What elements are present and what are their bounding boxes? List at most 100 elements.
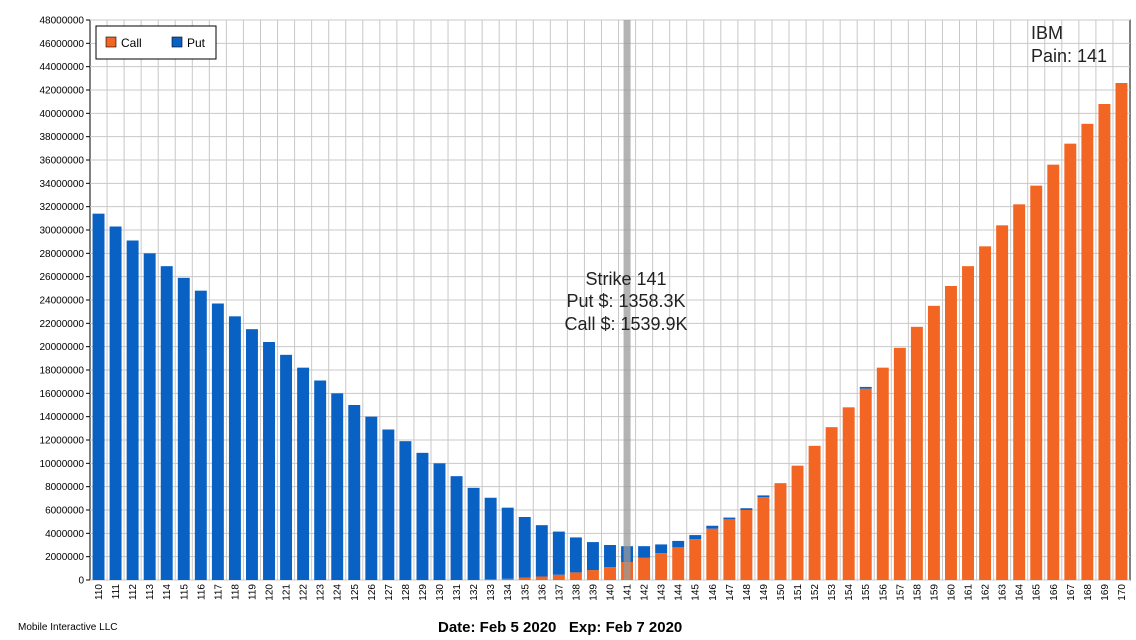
bar-call-145 xyxy=(689,539,702,580)
bar-put-115 xyxy=(177,277,190,580)
bar-put-112 xyxy=(126,240,139,580)
bar-call-146 xyxy=(706,528,719,580)
bar-call-147 xyxy=(723,519,736,580)
bar-put-149 xyxy=(757,495,770,498)
x-tick-label: 130 xyxy=(435,584,446,601)
y-tick-label: 36000000 xyxy=(40,156,85,167)
y-tick-label: 18000000 xyxy=(40,366,85,377)
bar-put-148 xyxy=(740,508,753,510)
bar-call-153 xyxy=(825,427,838,580)
bar-put-113 xyxy=(143,253,156,581)
bar-put-142 xyxy=(638,546,651,558)
x-tick-label: 164 xyxy=(1015,584,1026,601)
x-tick-label: 139 xyxy=(588,584,599,601)
bar-put-127 xyxy=(382,429,395,580)
bar-call-142 xyxy=(638,557,651,580)
x-tick-label: 120 xyxy=(265,584,276,601)
y-tick-label: 42000000 xyxy=(40,86,85,97)
x-tick-label: 141 xyxy=(623,584,634,601)
bar-put-130 xyxy=(433,463,446,580)
strike-annotation-line2: Put $: 1358.3K xyxy=(566,291,685,311)
bar-put-119 xyxy=(246,329,258,580)
ticker-label: IBM xyxy=(1031,23,1063,43)
bar-put-128 xyxy=(399,441,412,580)
x-tick-label: 167 xyxy=(1066,584,1077,601)
x-tick-label: 129 xyxy=(418,584,429,601)
bar-call-154 xyxy=(842,407,855,580)
bar-call-167 xyxy=(1064,143,1077,580)
x-tick-label: 115 xyxy=(179,584,190,600)
bar-call-164 xyxy=(1013,204,1026,581)
y-tick-label: 12000000 xyxy=(40,436,85,447)
x-tick-label: 148 xyxy=(742,584,753,601)
bar-put-123 xyxy=(314,380,327,580)
bar-call-168 xyxy=(1081,123,1094,580)
bar-put-138 xyxy=(569,537,582,573)
bar-put-126 xyxy=(365,416,378,580)
legend-label-call: Call xyxy=(121,36,142,50)
bar-call-137 xyxy=(552,574,565,580)
bar-call-156 xyxy=(876,367,889,580)
y-tick-label: 0 xyxy=(78,576,84,587)
bar-put-146 xyxy=(706,525,719,529)
x-tick-label: 116 xyxy=(196,584,207,600)
x-tick-label: 166 xyxy=(1049,584,1060,601)
x-tick-label: 152 xyxy=(810,584,821,601)
bar-put-114 xyxy=(160,266,173,580)
y-tick-label: 28000000 xyxy=(40,249,85,260)
x-tick-label: 169 xyxy=(1100,584,1111,601)
x-tick-label: 121 xyxy=(282,584,293,601)
bar-call-135 xyxy=(518,577,531,580)
legend-swatch-put xyxy=(171,36,183,48)
x-tick-label: 135 xyxy=(520,584,531,601)
y-tick-label: 16000000 xyxy=(40,389,85,400)
bar-call-165 xyxy=(1030,185,1043,580)
x-tick-label: 143 xyxy=(657,584,668,601)
bar-call-150 xyxy=(774,483,787,580)
x-tick-label: 126 xyxy=(367,584,378,601)
x-tick-label: 137 xyxy=(554,584,565,601)
bar-call-159 xyxy=(927,305,940,580)
bar-call-148 xyxy=(740,510,753,580)
bar-call-157 xyxy=(893,347,906,580)
y-tick-label: 38000000 xyxy=(40,132,85,143)
bar-put-143 xyxy=(655,544,668,554)
bar-call-169 xyxy=(1098,104,1111,580)
y-tick-label: 40000000 xyxy=(40,109,85,120)
x-tick-label: 136 xyxy=(537,584,548,601)
x-tick-label: 147 xyxy=(725,584,736,601)
x-tick-label: 156 xyxy=(878,584,889,601)
x-tick-label: 157 xyxy=(895,584,906,601)
bar-put-137 xyxy=(552,531,565,575)
bar-put-111 xyxy=(109,226,122,580)
y-tick-label: 6000000 xyxy=(45,506,84,517)
legend-swatch-call xyxy=(105,36,117,48)
x-tick-label: 127 xyxy=(384,584,395,601)
legend-label-put: Put xyxy=(187,36,206,50)
y-tick-label: 10000000 xyxy=(40,459,85,470)
bar-put-125 xyxy=(348,405,361,580)
x-tick-label: 118 xyxy=(230,584,241,600)
company-name: Mobile Interactive LLC xyxy=(18,622,118,633)
bar-put-110 xyxy=(92,213,105,580)
x-tick-label: 117 xyxy=(213,584,224,600)
strike-annotation-line3: Call $: 1539.9K xyxy=(564,314,687,334)
y-tick-label: 44000000 xyxy=(40,62,85,73)
bar-call-158 xyxy=(910,326,923,580)
bar-call-163 xyxy=(996,225,1009,581)
x-tick-label: 146 xyxy=(708,584,719,601)
x-tick-label: 168 xyxy=(1083,584,1094,601)
bar-call-152 xyxy=(808,445,821,580)
bar-put-136 xyxy=(535,525,548,577)
x-tick-label: 122 xyxy=(299,584,310,601)
x-tick-label: 125 xyxy=(350,584,361,601)
y-tick-label: 4000000 xyxy=(45,529,84,540)
x-tick-label: 165 xyxy=(1032,584,1043,601)
bar-call-138 xyxy=(569,572,582,580)
bar-put-124 xyxy=(331,393,344,580)
bar-put-135 xyxy=(518,517,531,578)
bar-put-131 xyxy=(450,476,463,580)
bar-call-136 xyxy=(535,576,548,580)
bar-call-144 xyxy=(672,547,685,580)
bar-put-134 xyxy=(501,507,514,579)
